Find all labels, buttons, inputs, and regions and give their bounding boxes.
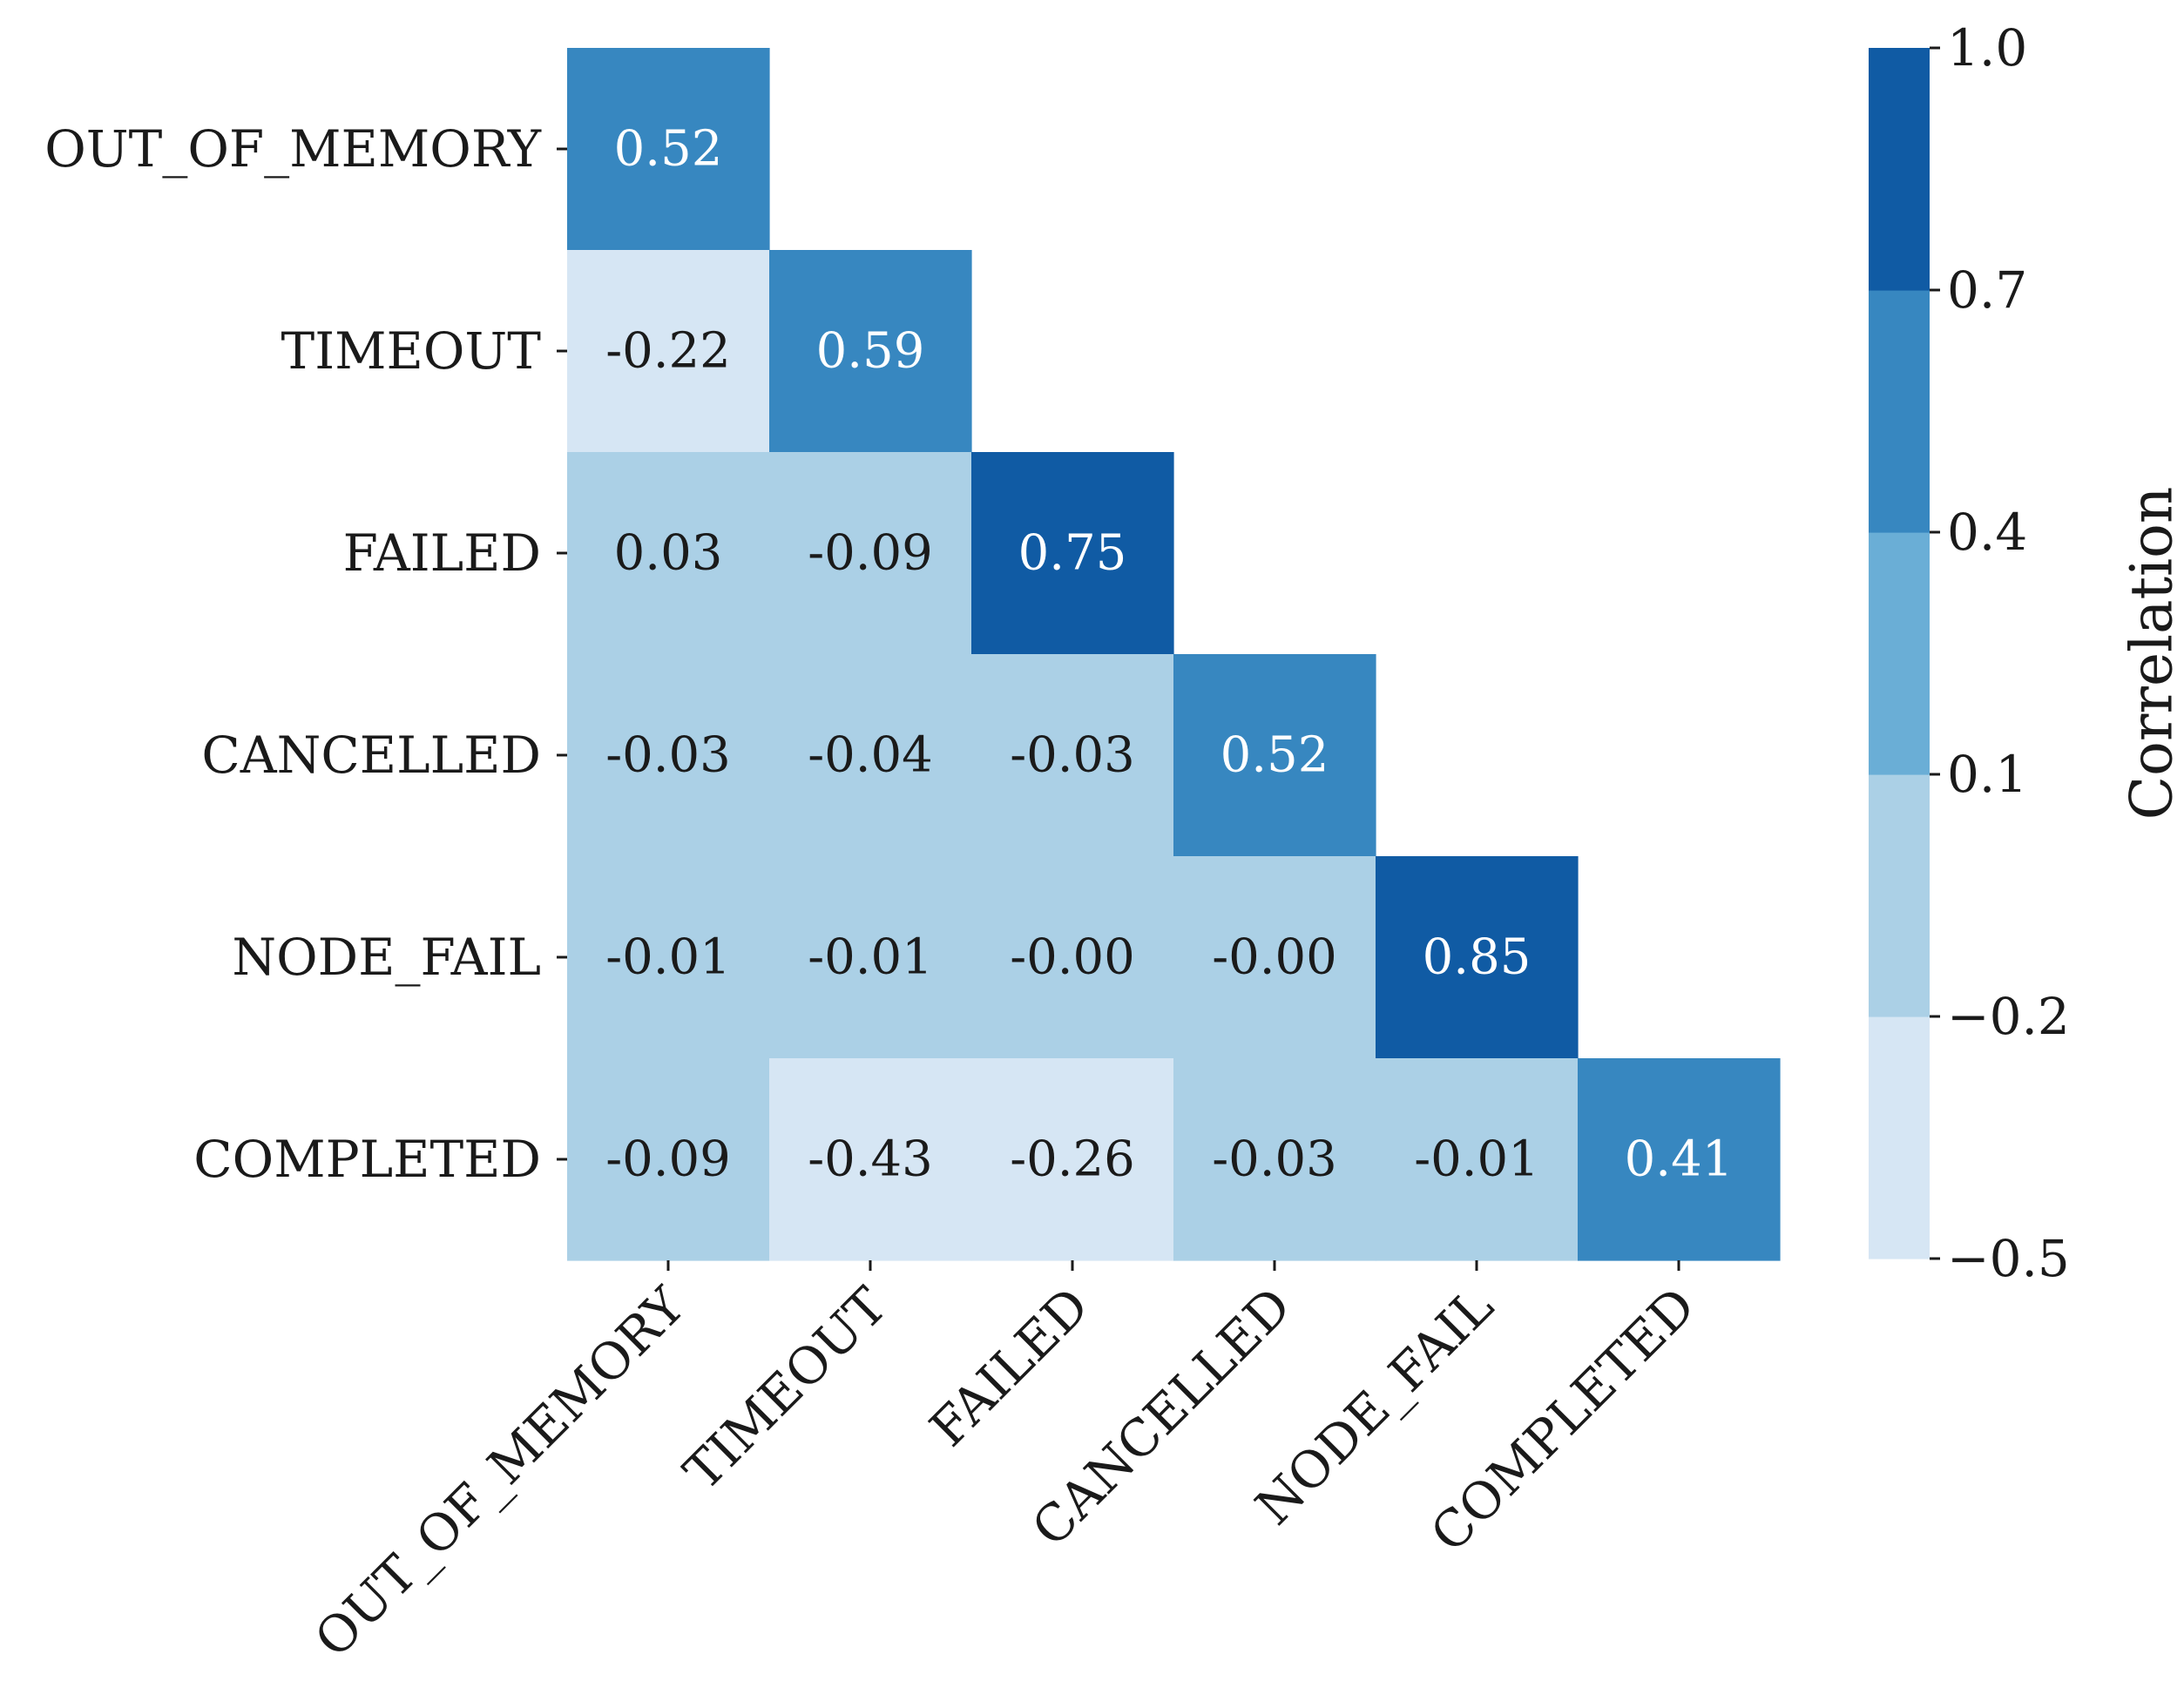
cell-value-4-4: 0.85 bbox=[1423, 929, 1532, 986]
cell-value-5-0: -0.09 bbox=[605, 1131, 731, 1188]
colorbar-tick-label: 0.1 bbox=[1947, 745, 2027, 804]
heatmap-cell-5-4 bbox=[1376, 1058, 1579, 1261]
heatmap-cell-1-0 bbox=[567, 250, 770, 453]
colorbar-segment bbox=[1869, 774, 1930, 1017]
y-axis: OUT_OF_MEMORY TIMEOUT FAILED CANCELLED NODE_… bbox=[44, 119, 567, 1189]
cell-value-1-1: 0.59 bbox=[816, 323, 925, 380]
heatmap-cell-5-1 bbox=[769, 1058, 972, 1261]
heatmap-cell-3-1 bbox=[769, 654, 972, 857]
cell-value-0-0: 0.52 bbox=[614, 121, 723, 178]
colorbar-tick-label: −0.5 bbox=[1947, 1229, 2070, 1288]
x-tick-label: TIMEOUT bbox=[673, 1276, 898, 1502]
cell-value-5-5: 0.41 bbox=[1625, 1131, 1734, 1188]
cell-value-5-1: -0.43 bbox=[808, 1131, 933, 1188]
cell-value-2-0: 0.03 bbox=[614, 525, 723, 582]
cell-value-4-0: -0.01 bbox=[605, 929, 731, 986]
heatmap-cell-3-2 bbox=[971, 654, 1174, 857]
cell-value-2-1: -0.09 bbox=[808, 525, 933, 582]
colorbar-tick-label: −0.2 bbox=[1947, 987, 2070, 1046]
cell-value-1-0: -0.22 bbox=[605, 323, 731, 380]
heatmap-cell-5-0 bbox=[567, 1058, 770, 1261]
heatmap-cell-4-2 bbox=[971, 856, 1174, 1059]
heatmap-cell-3-0 bbox=[567, 654, 770, 857]
heatmap-cell-3-3 bbox=[1173, 654, 1376, 857]
heatmap-cell-4-1 bbox=[769, 856, 972, 1059]
colorbar-tick-label: 1.0 bbox=[1947, 18, 2027, 78]
x-tick-label: FAILED bbox=[918, 1276, 1100, 1458]
cell-value-4-1: -0.01 bbox=[808, 929, 933, 986]
heatmap-cell-4-4 bbox=[1376, 856, 1579, 1059]
heatmap-cell-5-2 bbox=[971, 1058, 1174, 1261]
cell-value-4-3: -0.00 bbox=[1212, 929, 1337, 986]
cell-value-3-0: -0.03 bbox=[605, 727, 731, 784]
cell-value-3-3: 0.52 bbox=[1220, 727, 1329, 784]
cell-value-3-1: -0.04 bbox=[808, 727, 933, 784]
colorbar-tick-label: 0.4 bbox=[1947, 503, 2027, 562]
cell-value-3-2: -0.03 bbox=[1010, 727, 1135, 784]
y-tick-label: NODE_FAIL bbox=[232, 928, 541, 987]
heatmap-cell-0-0 bbox=[567, 48, 770, 251]
colorbar-label: Correlation bbox=[2119, 487, 2184, 820]
colorbar: −0.5 −0.2 0.1 0.4 0.7 1.0 bbox=[1869, 18, 2070, 1288]
heatmap-cell-4-0 bbox=[567, 856, 770, 1059]
colorbar-segment bbox=[1869, 290, 1930, 533]
cell-value-5-4: -0.01 bbox=[1414, 1131, 1539, 1188]
colorbar-tick-label: 0.7 bbox=[1947, 260, 2027, 320]
y-tick-label: CANCELLED bbox=[201, 726, 541, 785]
cell-value-5-2: -0.26 bbox=[1010, 1131, 1135, 1188]
cell-value-4-2: -0.00 bbox=[1010, 929, 1135, 986]
y-tick-label: TIMEOUT bbox=[281, 321, 542, 381]
heatmap-cell-2-1 bbox=[769, 452, 972, 655]
heatmap-cell-5-3 bbox=[1173, 1058, 1376, 1261]
heatmap-cell-labels: 0.52 -0.22 0.59 0.03 -0.09 0.75 -0.03 -0.04 -0.0… bbox=[605, 121, 1733, 1188]
heatmap-cell-4-3 bbox=[1173, 856, 1376, 1059]
y-tick-label: OUT_OF_MEMORY bbox=[44, 119, 541, 179]
colorbar-segment bbox=[1869, 48, 1930, 291]
cell-value-5-3: -0.03 bbox=[1212, 1131, 1337, 1188]
x-tick-label: OUT_OF_MEMORY bbox=[303, 1275, 696, 1668]
heatmap-cell-2-0 bbox=[567, 452, 770, 655]
cell-value-2-2: 0.75 bbox=[1018, 525, 1127, 582]
heatmap-cell-2-2 bbox=[971, 452, 1174, 655]
y-tick-label: FAILED bbox=[343, 523, 541, 583]
y-tick-label: COMPLETED bbox=[193, 1130, 541, 1189]
colorbar-segment bbox=[1869, 1016, 1930, 1259]
heatmap-cells bbox=[567, 48, 1781, 1261]
colorbar-segment bbox=[1869, 532, 1930, 775]
heatmap-cell-1-1 bbox=[769, 250, 972, 453]
heatmap-cell-5-5 bbox=[1578, 1058, 1781, 1261]
